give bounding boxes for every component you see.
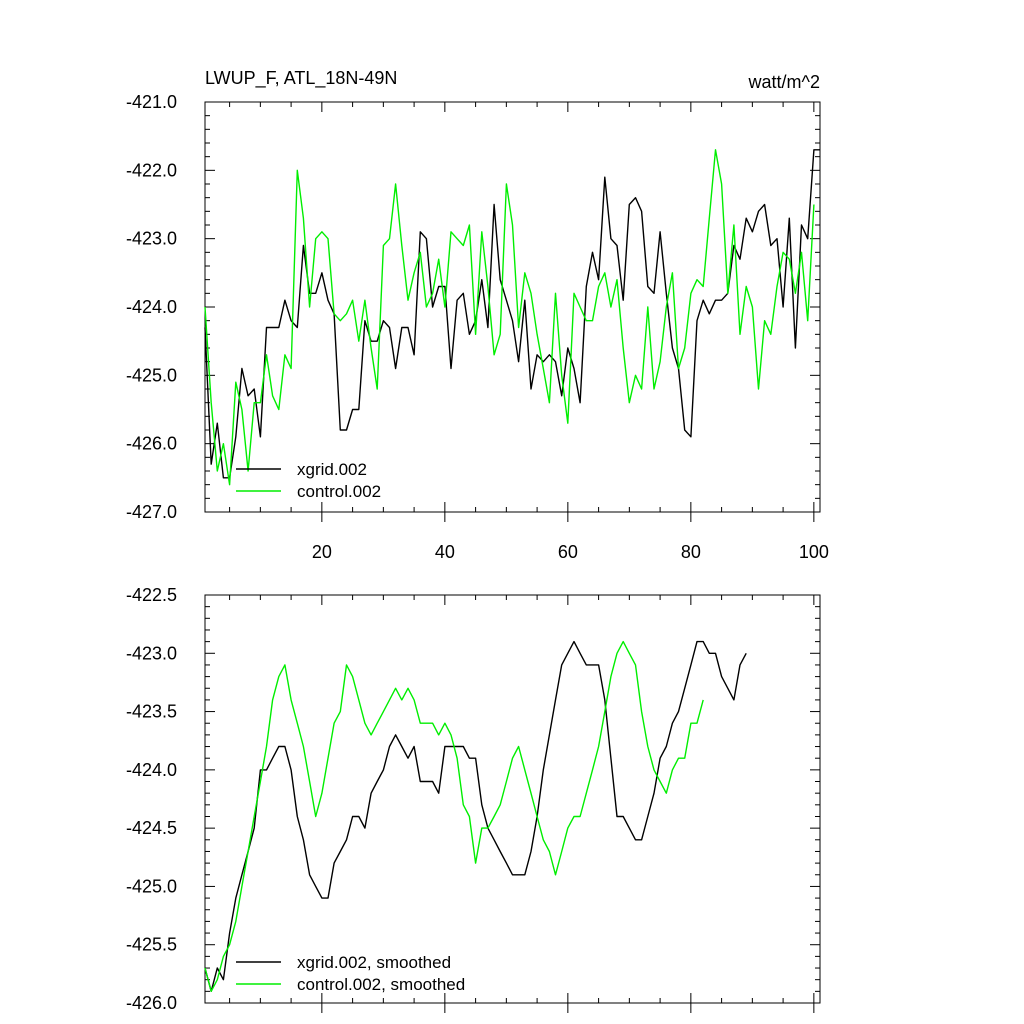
bottom-plot-frame (204, 594, 821, 1004)
top-series (204, 149, 820, 486)
legend-label: control.002 (297, 482, 381, 501)
y-tick-label: -425.5 (126, 935, 177, 955)
legend-label: control.002, smoothed (297, 975, 465, 994)
y-tick-label: -423.5 (126, 702, 177, 722)
y-tick-label: -425.0 (126, 876, 177, 896)
y-tick-label: -425.0 (126, 365, 177, 385)
y-tick-label: -422.5 (126, 585, 177, 605)
top-legend: xgrid.002 control.002 (236, 460, 381, 501)
x-tick-label: 40 (435, 542, 455, 562)
legend-label: xgrid.002 (297, 460, 367, 479)
y-tick-label: -423.0 (126, 229, 177, 249)
y-tick-label: -427.0 (126, 502, 177, 522)
series-line-xgrid-002 (204, 149, 820, 479)
series-line-xgrid-002-smoothed (204, 640, 747, 992)
y-tick-label: -423.0 (126, 643, 177, 663)
x-tick-label: 60 (558, 542, 578, 562)
series-line-control-002-smoothed (204, 640, 704, 992)
bottom-y-tick-labels: -426.0 -425.5 -425.0 -424.5 -424.0 -423.5 -423… (126, 585, 177, 1013)
y-tick-label: -426.0 (126, 993, 177, 1013)
x-tick-label: 80 (681, 542, 701, 562)
bottom-panel: -426.0 -425.5 -425.0 -424.5 -424.0 -423.5 -423… (126, 585, 821, 1013)
y-tick-label: -424.5 (126, 818, 177, 838)
top-ticks (205, 101, 820, 522)
series-line-control-002 (204, 149, 815, 486)
top-plot-frame (204, 101, 821, 513)
top-panel: -427.0 -426.0 -425.0 -424.0 -423.0 -422.0 -421… (126, 68, 829, 562)
legend-label: xgrid.002, smoothed (297, 953, 451, 972)
bottom-ticks (205, 594, 820, 1013)
chart-title: LWUP_F, ATL_18N-49N (205, 68, 397, 89)
x-tick-label: 20 (312, 542, 332, 562)
y-tick-label: -424.0 (126, 297, 177, 317)
units-label: watt/m^2 (748, 72, 820, 92)
top-y-tick-labels: -427.0 -426.0 -425.0 -424.0 -423.0 -422.0 -421… (126, 92, 177, 522)
y-tick-label: -426.0 (126, 434, 177, 454)
y-tick-label: -421.0 (126, 92, 177, 112)
y-tick-label: -422.0 (126, 160, 177, 180)
top-x-tick-labels: 20 40 60 80 100 (312, 542, 829, 562)
bottom-series (204, 640, 747, 992)
y-tick-label: -424.0 (126, 760, 177, 780)
bottom-legend: xgrid.002, smoothed control.002, smoothed (236, 953, 465, 994)
x-tick-label: 100 (799, 542, 829, 562)
